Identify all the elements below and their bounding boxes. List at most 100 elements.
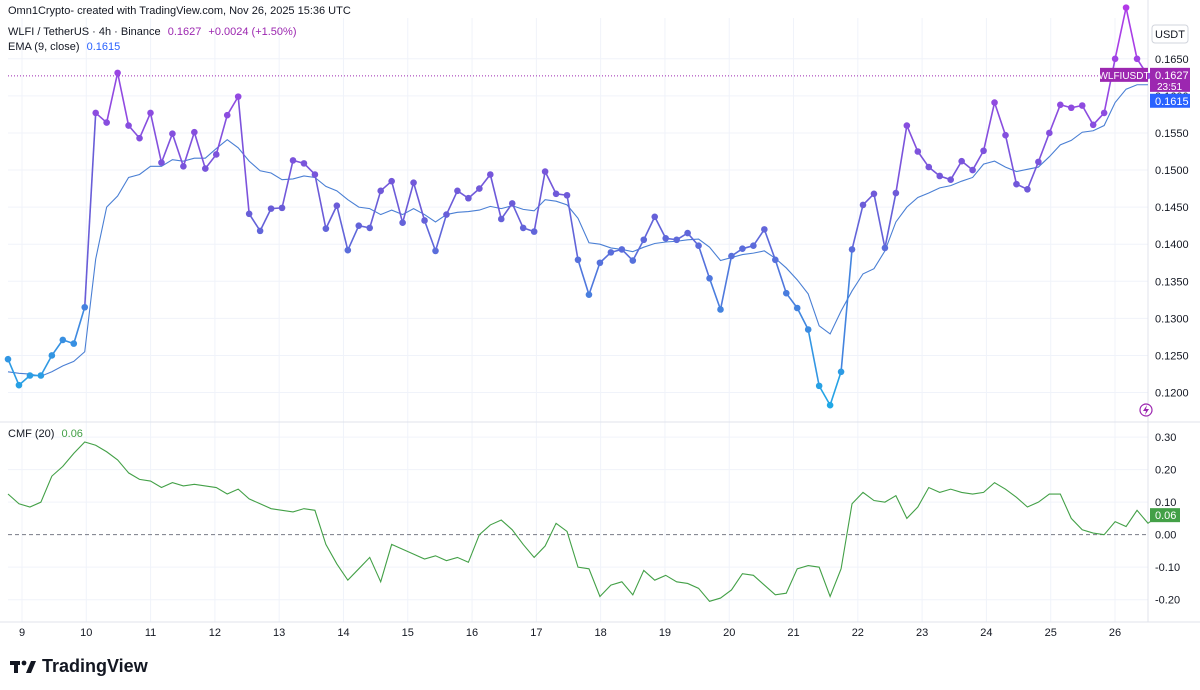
price-segment bbox=[182, 131, 196, 167]
cmf-tick-label: 0.00 bbox=[1155, 530, 1176, 542]
price-point bbox=[848, 246, 856, 253]
cmf-label: CMF (20) bbox=[8, 428, 55, 440]
price-segment bbox=[1081, 105, 1094, 126]
price-point bbox=[947, 176, 954, 183]
price-segment bbox=[40, 355, 53, 376]
price-point bbox=[804, 326, 812, 333]
price-point bbox=[607, 249, 615, 256]
price-point bbox=[278, 204, 286, 212]
price-point bbox=[497, 215, 505, 223]
price-segment bbox=[1026, 161, 1040, 190]
price-point bbox=[1111, 55, 1119, 63]
price-point bbox=[454, 187, 461, 195]
price-segment bbox=[643, 216, 656, 241]
price-point bbox=[366, 224, 374, 232]
price-point bbox=[596, 259, 604, 267]
price-point bbox=[432, 247, 439, 255]
price-tick-label: 0.1500 bbox=[1155, 165, 1189, 177]
currency-label: USDT bbox=[1155, 29, 1185, 41]
price-tick-label: 0.1250 bbox=[1155, 350, 1189, 362]
price-point bbox=[563, 191, 571, 199]
cmf-tick-label: 0.20 bbox=[1155, 465, 1176, 477]
price-segment bbox=[171, 133, 185, 167]
price-segment bbox=[401, 182, 415, 223]
cmf-legend[interactable]: CMF (20) 0.06 bbox=[8, 428, 87, 440]
price-point bbox=[70, 340, 78, 347]
price-point bbox=[706, 275, 713, 282]
price-segment bbox=[138, 112, 152, 139]
ema-price-label-bg bbox=[1150, 93, 1190, 108]
price-segment bbox=[412, 182, 426, 221]
price-point bbox=[223, 111, 231, 119]
price-point bbox=[26, 372, 34, 379]
price-point bbox=[1035, 158, 1042, 166]
price-segment bbox=[83, 112, 97, 308]
price-segment bbox=[829, 371, 842, 406]
price-segment bbox=[950, 160, 963, 181]
x-tick-label: 22 bbox=[852, 627, 864, 639]
price-tick-label: 0.1550 bbox=[1155, 128, 1189, 140]
x-tick-label: 13 bbox=[273, 627, 285, 639]
price-segment bbox=[895, 125, 908, 194]
price-point bbox=[289, 157, 297, 164]
ema-line bbox=[7, 84, 1148, 377]
price-segment bbox=[796, 307, 809, 330]
price-point bbox=[629, 257, 637, 264]
x-tick-label: 17 bbox=[530, 627, 542, 639]
price-point bbox=[267, 205, 275, 212]
price-point bbox=[585, 291, 593, 298]
price-point bbox=[761, 226, 768, 233]
price-point bbox=[574, 256, 582, 264]
price-point bbox=[81, 303, 89, 311]
currency-box bbox=[1151, 24, 1189, 44]
price-segment bbox=[818, 385, 831, 406]
x-tick-label: 18 bbox=[595, 627, 607, 639]
x-tick-label: 12 bbox=[209, 627, 221, 639]
price-segment bbox=[7, 358, 20, 386]
lightning-icon-glyph bbox=[1143, 405, 1149, 415]
ema-series bbox=[7, 84, 1148, 377]
tradingview-brand[interactable]: TradingView bbox=[10, 656, 148, 677]
price-point bbox=[958, 157, 965, 165]
price-point bbox=[256, 227, 264, 235]
price-point bbox=[465, 194, 472, 202]
price-point bbox=[114, 69, 121, 77]
ema-legend[interactable]: EMA (9, close) 0.1615 bbox=[8, 41, 124, 53]
price-point bbox=[59, 336, 67, 344]
price-segment bbox=[982, 102, 996, 151]
price-point bbox=[355, 222, 363, 229]
price-point bbox=[991, 99, 998, 106]
price-segment bbox=[1037, 132, 1051, 163]
symbol-legend[interactable]: WLFI / TetherUS · 4h · Binance 0.1627 +0… bbox=[8, 26, 301, 38]
x-tick-label: 11 bbox=[145, 627, 156, 639]
price-segment bbox=[840, 249, 853, 372]
price-segment bbox=[445, 190, 459, 215]
price-segment bbox=[511, 203, 524, 229]
price-segment bbox=[259, 208, 272, 232]
price-segment bbox=[851, 204, 864, 250]
price-point bbox=[399, 219, 406, 227]
price-segment bbox=[149, 112, 163, 163]
price-point bbox=[1067, 104, 1075, 112]
price-point bbox=[717, 306, 724, 313]
price-point bbox=[969, 166, 976, 174]
price-point bbox=[37, 372, 45, 379]
price-tick-label: 0.1300 bbox=[1155, 313, 1189, 325]
cmf-line bbox=[7, 441, 1160, 602]
countdown-label: 23:51 bbox=[1157, 82, 1182, 93]
price-segment bbox=[434, 214, 448, 252]
price-point bbox=[443, 211, 450, 218]
x-tick-label: 16 bbox=[466, 627, 478, 639]
price-segment bbox=[237, 96, 250, 214]
ema-label: EMA (9, close) bbox=[8, 41, 80, 53]
brand-name: TradingView bbox=[42, 656, 148, 676]
price-point bbox=[4, 355, 12, 363]
price-segment bbox=[226, 96, 239, 116]
x-tick-label: 25 bbox=[1045, 627, 1057, 639]
price-point bbox=[476, 185, 483, 192]
price-segment bbox=[774, 259, 788, 294]
cmf-tick-label: 0.30 bbox=[1155, 432, 1176, 444]
price-point bbox=[815, 382, 823, 390]
cmf-tick-label: -0.10 bbox=[1155, 562, 1180, 574]
